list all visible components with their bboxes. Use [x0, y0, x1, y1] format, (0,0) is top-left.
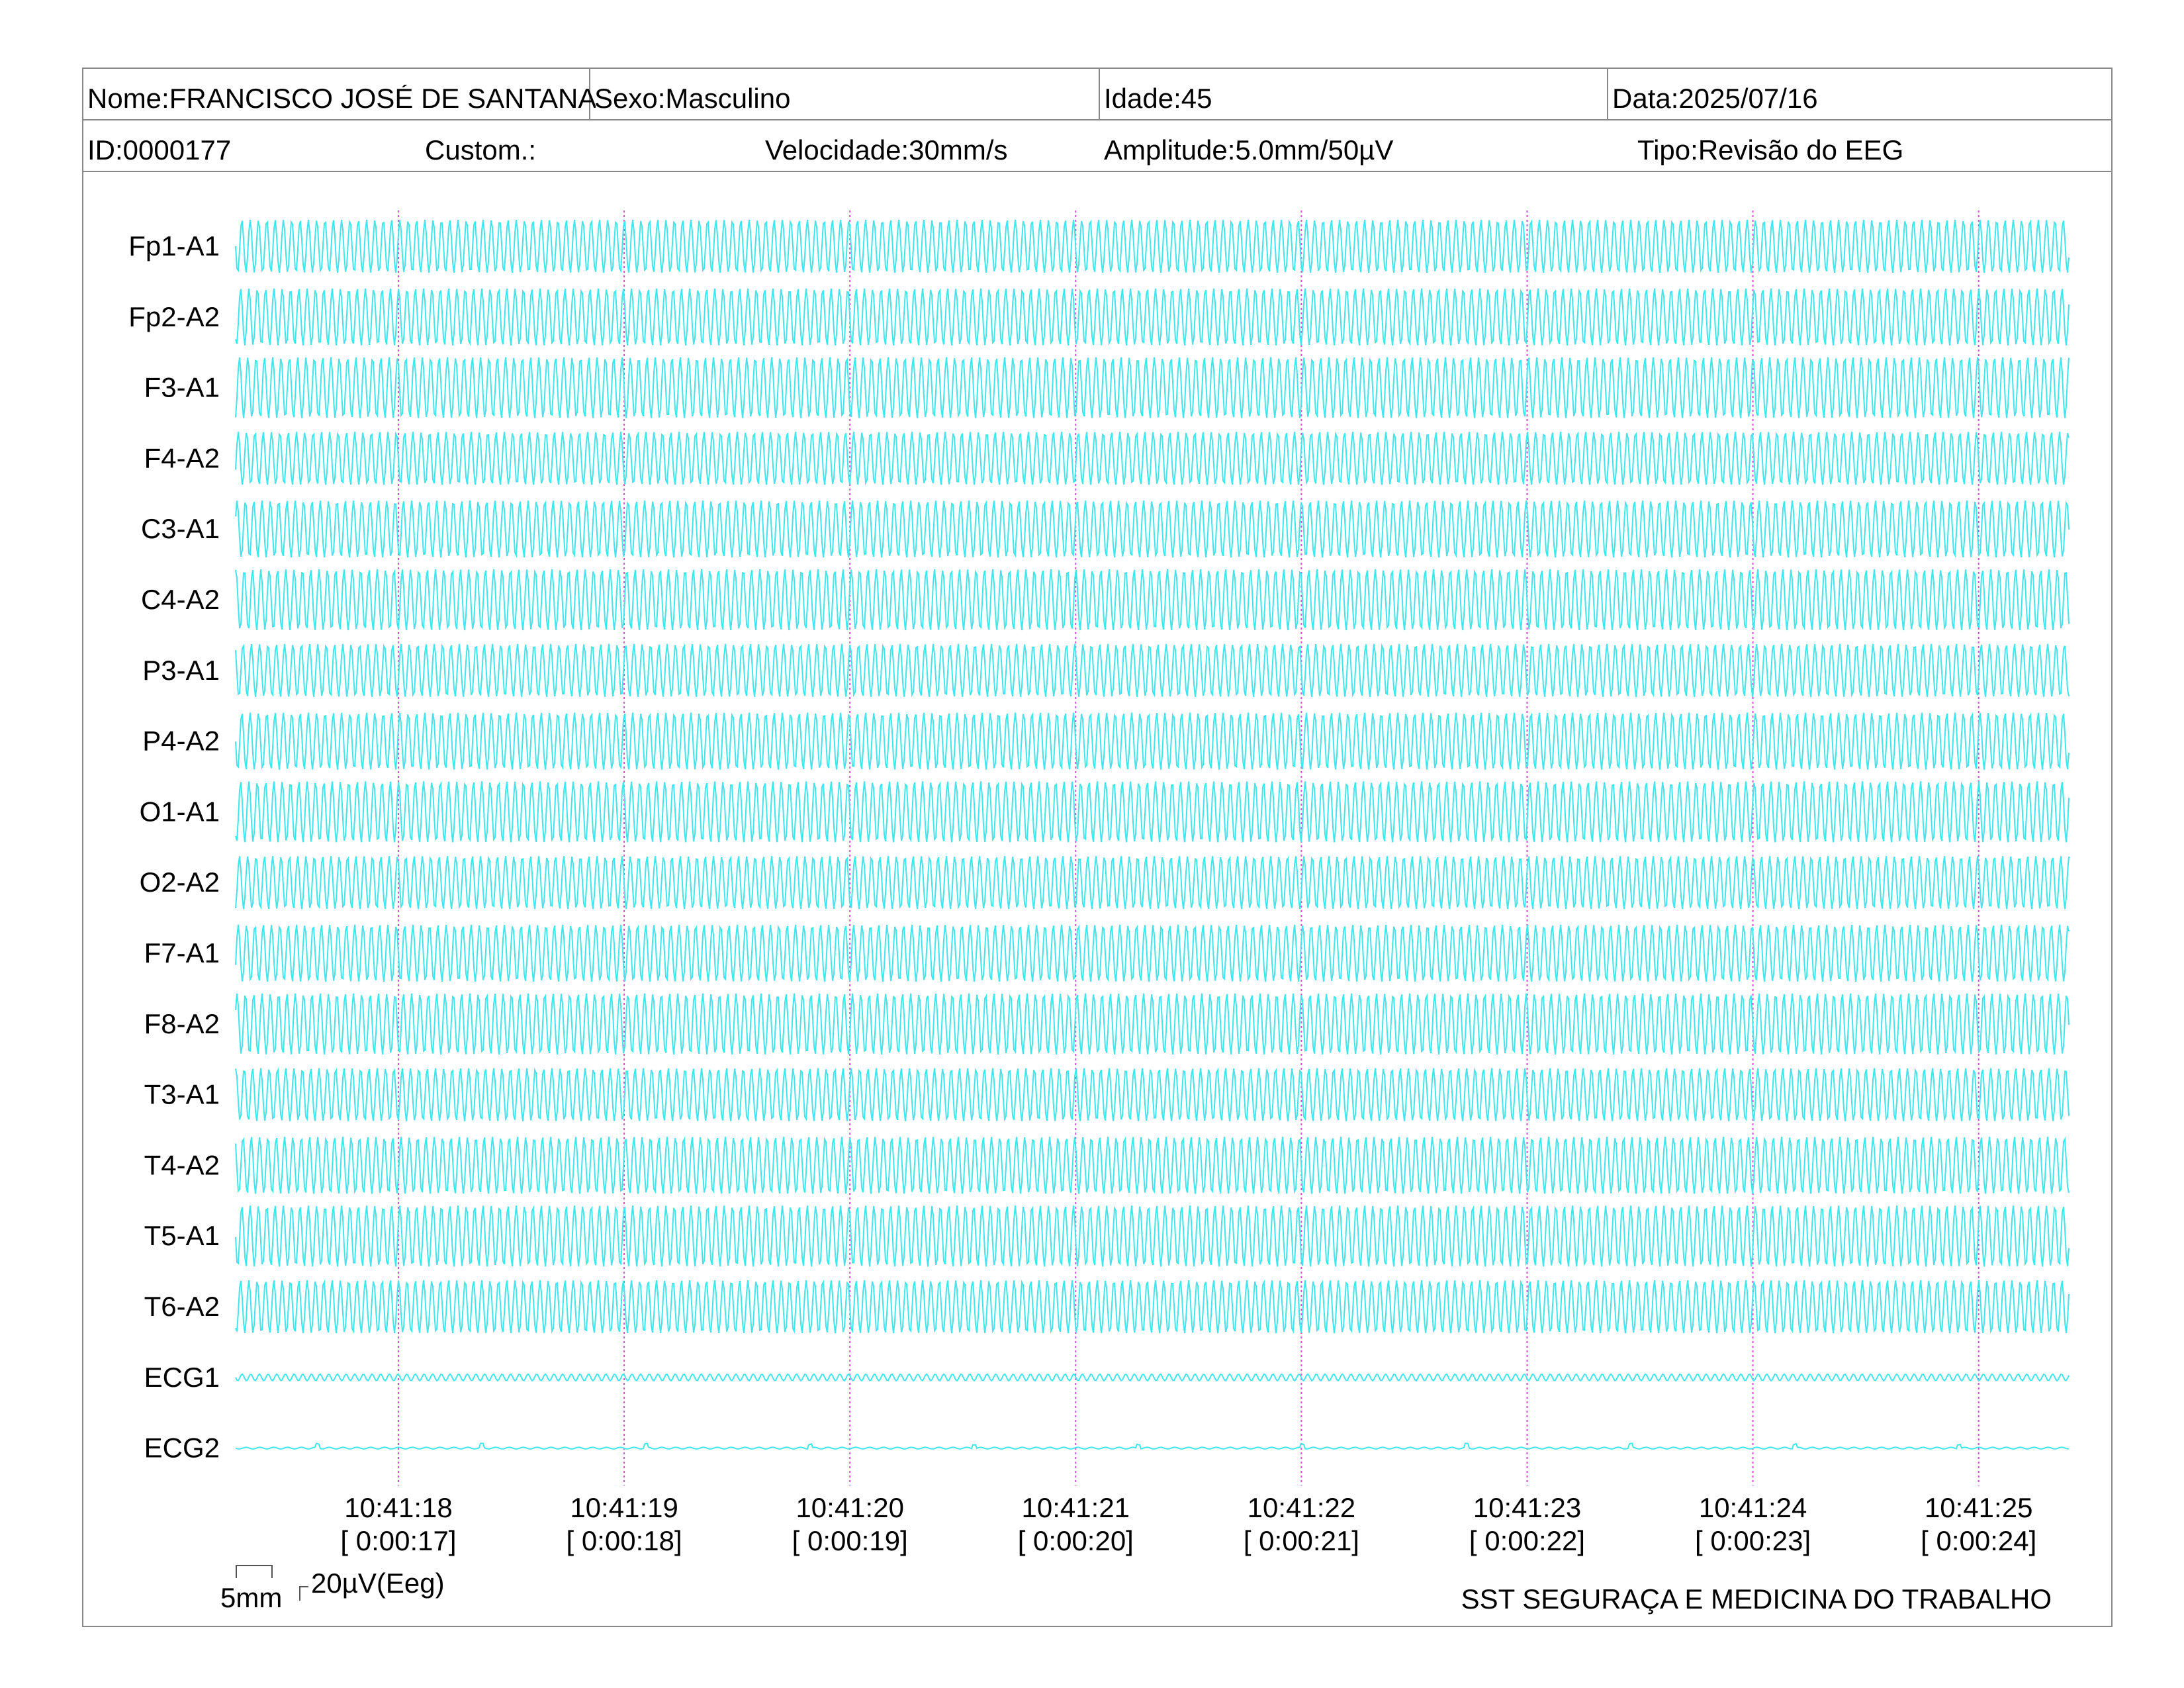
- speed-setting: Velocidade:30mm/s: [765, 134, 1008, 165]
- channel-label: T5-A1: [144, 1220, 220, 1251]
- trace-p4-a2: [235, 712, 2070, 771]
- time-scale-bar: [236, 1565, 237, 1578]
- trace-f4-a2: [235, 431, 2070, 486]
- header-separator: [1099, 68, 1100, 120]
- trace-ecg1: [235, 1373, 2070, 1382]
- elapsed-label: [ 0:00:19]: [792, 1525, 908, 1556]
- channel-label: F3-A1: [144, 372, 220, 403]
- channel-label: ECG1: [144, 1362, 220, 1393]
- channel-label: P3-A1: [142, 655, 220, 686]
- time-label: 10:41:23: [1473, 1492, 1582, 1523]
- time-label: 10:41:24: [1699, 1492, 1807, 1523]
- elapsed-label: [ 0:00:18]: [567, 1525, 682, 1556]
- time-label: 10:41:22: [1248, 1492, 1356, 1523]
- elapsed-label: [ 0:00:22]: [1469, 1525, 1585, 1556]
- elapsed-label: [ 0:00:20]: [1018, 1525, 1134, 1556]
- time-scale-label: 5mm: [220, 1582, 283, 1613]
- trace-fp2-a2: [235, 288, 2070, 346]
- trace-t5-a1: [235, 1205, 2070, 1267]
- trace-f3-a1: [235, 357, 2070, 418]
- patient-id: ID:0000177: [87, 134, 232, 165]
- trace-c3-a1: [235, 500, 2070, 558]
- channel-label: T3-A1: [144, 1079, 220, 1110]
- trace-f7-a1: [235, 924, 2070, 982]
- channel-label: F8-A2: [144, 1008, 220, 1039]
- trace-fp1-a1: [235, 219, 2070, 273]
- trace-o1-a1: [235, 781, 2070, 843]
- patient-age: Idade:45: [1104, 83, 1212, 114]
- patient-name: Nome:FRANCISCO JOSÉ DE SANTANA: [87, 85, 596, 113]
- trace-c4-a2: [235, 569, 2070, 631]
- channel-label: O1-A1: [140, 796, 220, 827]
- time-label: 10:41:25: [1925, 1492, 2033, 1523]
- header-divider: [82, 119, 2113, 120]
- trace-o2-a2: [235, 855, 2070, 910]
- time-scale-bar: [236, 1565, 273, 1566]
- header-separator: [1607, 68, 1608, 120]
- trace-t3-a1: [235, 1067, 2070, 1122]
- channel-label: F7-A1: [144, 937, 220, 968]
- time-label: 10:41:18: [344, 1492, 453, 1523]
- company-name: SST SEGURAÇA E MEDICINA DO TRABALHO: [1461, 1583, 2052, 1615]
- channel-label: F4-A2: [144, 442, 220, 473]
- amplitude-scale-bar: [299, 1586, 300, 1601]
- custom-field: Custom.:: [425, 134, 537, 165]
- amplitude-scale-bar: [299, 1586, 308, 1587]
- trace-f8-a2: [235, 993, 2070, 1055]
- channel-label: P4-A2: [142, 726, 220, 757]
- time-label: 10:41:20: [796, 1492, 904, 1523]
- trace-ecg2: [235, 1442, 2070, 1450]
- channel-label: T4-A2: [144, 1149, 220, 1180]
- channel-label: C4-A2: [141, 584, 220, 615]
- channel-label: T6-A2: [144, 1291, 220, 1322]
- trace-p3-a1: [235, 643, 2070, 698]
- channel-label: O2-A2: [140, 867, 220, 898]
- channel-label: ECG2: [144, 1432, 220, 1464]
- report-frame: [82, 68, 2113, 1627]
- header-divider: [82, 171, 2113, 172]
- time-scale-bar: [271, 1565, 273, 1578]
- time-label: 10:41:21: [1022, 1492, 1130, 1523]
- elapsed-label: [ 0:00:24]: [1921, 1525, 2036, 1556]
- elapsed-label: [ 0:00:21]: [1244, 1525, 1359, 1556]
- elapsed-label: [ 0:00:17]: [340, 1525, 456, 1556]
- exam-date: Data:2025/07/16: [1612, 83, 1818, 114]
- time-label: 10:41:19: [570, 1492, 678, 1523]
- channel-label: Fp1-A1: [128, 230, 220, 261]
- exam-type: Tipo:Revisão do EEG: [1637, 134, 1904, 165]
- trace-t6-a2: [235, 1280, 2070, 1334]
- channel-label: C3-A1: [141, 513, 220, 544]
- trace-t4-a2: [235, 1136, 2070, 1194]
- header-separator: [589, 68, 590, 120]
- amplitude-setting: Amplitude:5.0mm/50µV: [1104, 134, 1394, 165]
- amplitude-scale-label: 20µV(Eeg): [311, 1568, 445, 1599]
- patient-sex: Sexo:Masculino: [594, 83, 791, 114]
- channel-label: Fp2-A2: [128, 301, 220, 332]
- elapsed-label: [ 0:00:23]: [1695, 1525, 1811, 1556]
